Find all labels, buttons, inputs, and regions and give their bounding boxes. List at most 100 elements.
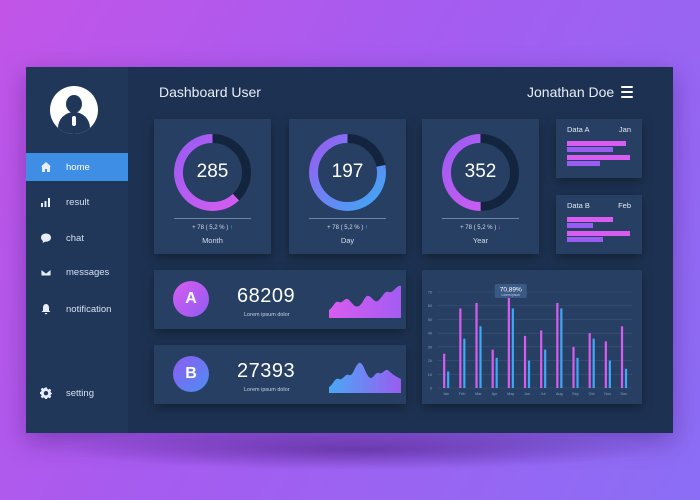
stat-caption: Lorem ipsum dolor <box>244 387 290 393</box>
mini-bar-purple <box>567 237 604 242</box>
stat-letter-badge: B <box>173 356 209 392</box>
bar-chart: 70 60 50 40 30 20 10 0 Jan Feb Mar Apr May Jun Jul Aug S… <box>428 284 632 396</box>
sidebar: home result chat messages notification s… <box>26 67 128 433</box>
bar <box>572 346 575 388</box>
x-tick-label: Mar <box>475 392 482 396</box>
sidebar-item-label: chat <box>66 232 84 244</box>
bar <box>540 330 543 388</box>
gauge-delta: + 78 ( 5,2 % ) ↓ <box>460 225 501 231</box>
sidebar-item-label: notification <box>66 303 112 315</box>
bar <box>592 338 595 388</box>
sidebar-item-label: messages <box>66 266 110 278</box>
bar-chart-card: 70 60 50 40 30 20 10 0 Jan Feb Mar Apr May Jun Jul Aug S… <box>422 270 642 404</box>
chat-icon <box>26 232 66 244</box>
home-icon <box>26 161 66 173</box>
x-tick-label: Dec <box>621 392 628 396</box>
window-shadow <box>60 430 650 470</box>
y-tick-label: 50 <box>428 318 432 322</box>
gauge-ring <box>174 134 251 211</box>
gauge-arc <box>442 134 519 211</box>
bar <box>620 326 624 388</box>
bar <box>447 371 450 388</box>
chart-tooltip-value: 70,89% <box>500 287 522 294</box>
mini-card-title: Data A <box>567 125 590 134</box>
gauge-delta: + 78 ( 5,2 % ) ↑ <box>327 225 368 231</box>
gauge-arc <box>309 134 386 211</box>
mini-bar-pink <box>567 141 627 146</box>
y-tick-label: 30 <box>428 345 432 349</box>
sidebar-item-home[interactable]: home <box>26 153 128 181</box>
bar <box>479 326 482 388</box>
gauge-delta: + 78 ( 5,2 % ) ↑ <box>192 225 233 231</box>
arrow-up-icon: ↑ <box>229 225 233 231</box>
bar <box>576 357 579 388</box>
gauge-card-month: 285 + 78 ( 5,2 % ) ↑ Month <box>154 119 271 254</box>
bar <box>544 349 547 388</box>
stat-caption: Lorem ipsum dolor <box>244 312 290 318</box>
x-tick-label: Jun <box>524 392 530 396</box>
mini-card-data-a: Data A Jan <box>556 119 642 178</box>
mini-bar-purple <box>567 161 600 166</box>
bar <box>507 297 510 388</box>
bar <box>463 338 466 388</box>
mini-card-period: Jan <box>618 125 631 134</box>
gauge-value: 352 <box>464 161 497 182</box>
stat-letter-badge: A <box>173 281 209 317</box>
sidebar-item-chat[interactable]: chat <box>26 224 128 252</box>
mini-card-title: Data B <box>567 201 590 210</box>
mini-bar-purple <box>567 147 614 152</box>
sidebar-item-notification[interactable]: notification <box>26 295 128 323</box>
gauge-label: Day <box>340 236 355 245</box>
gauge-card-year: 352 + 78 ( 5,2 % ) ↓ Year <box>422 119 539 254</box>
gauge-value: 285 <box>196 161 229 182</box>
page-title: Dashboard User <box>159 84 261 100</box>
gauge-value: 197 <box>331 161 364 182</box>
sidebar-item-label: home <box>66 161 90 173</box>
avatar[interactable] <box>50 86 98 134</box>
y-tick-label: 60 <box>428 304 432 308</box>
sidebar-item-messages[interactable]: messages <box>26 258 128 286</box>
sidebar-item-result[interactable]: result <box>26 188 128 216</box>
mini-bar-pink <box>567 155 630 160</box>
dashboard-window: home result chat messages notification s… <box>26 67 673 433</box>
gauge-card-day: 197 + 78 ( 5,2 % ) ↑ Day <box>289 119 406 254</box>
gauge-arc <box>174 134 251 211</box>
bar <box>511 308 514 388</box>
y-tick-label: 0 <box>430 387 432 391</box>
stat-value: 27393 <box>237 360 296 382</box>
x-tick-label: Aug <box>556 392 563 396</box>
stat-sparkline <box>329 362 401 393</box>
bar <box>604 341 607 388</box>
gauge-ring <box>442 134 519 211</box>
bar-chart-icon <box>26 196 66 208</box>
bar <box>588 333 591 388</box>
bar <box>459 308 462 388</box>
bar <box>608 360 611 388</box>
bar <box>491 349 494 388</box>
sidebar-item-setting[interactable]: setting <box>26 379 128 407</box>
hamburger-menu-icon[interactable] <box>621 86 633 98</box>
bar <box>624 368 628 388</box>
envelope-icon <box>26 266 66 278</box>
bar <box>495 357 498 388</box>
arrow-up-icon: ↑ <box>364 225 368 231</box>
bar <box>560 308 563 388</box>
bell-icon <box>26 303 66 315</box>
chart-tooltip <box>494 284 527 298</box>
y-tick-label: 10 <box>428 373 432 377</box>
sidebar-item-label: result <box>66 196 90 208</box>
arrow-down-icon: ↓ <box>497 225 501 231</box>
gauge-ring <box>309 134 386 211</box>
mini-bar-pink <box>567 231 630 236</box>
mini-card-period: Feb <box>618 201 631 210</box>
x-tick-label: May <box>507 392 514 396</box>
user-name[interactable]: Jonathan Doe <box>527 84 615 100</box>
x-tick-label: Jul <box>541 392 546 396</box>
sidebar-item-label: setting <box>66 387 94 399</box>
bar <box>556 302 559 388</box>
gauge-label: Month <box>202 236 223 245</box>
stat-value: 68209 <box>237 285 296 307</box>
stat-card-b: B 27393 Lorem ipsum dolor <box>154 345 406 404</box>
x-tick-label: Jan <box>443 392 449 396</box>
x-tick-label: Oct <box>589 392 596 396</box>
